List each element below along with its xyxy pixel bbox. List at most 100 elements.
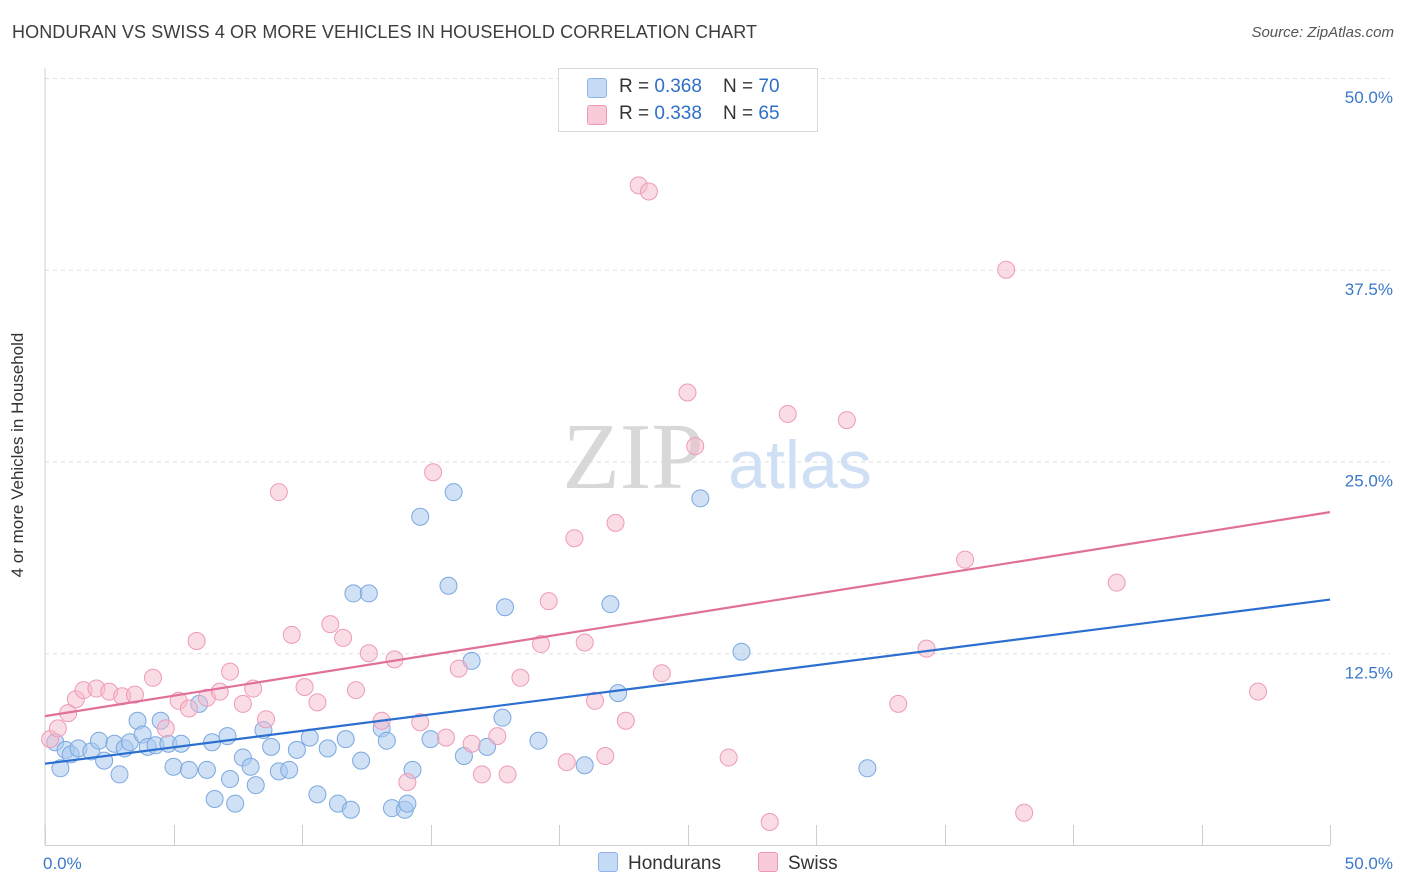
data-point-hondurans — [529, 731, 548, 750]
data-point-swiss — [295, 677, 314, 696]
data-point-swiss — [221, 662, 240, 681]
data-point-hondurans — [493, 708, 512, 727]
data-point-swiss — [616, 711, 635, 730]
data-point-hondurans — [89, 731, 108, 750]
data-point-swiss — [889, 694, 908, 713]
y-tick-label: 25.0% — [1345, 472, 1393, 491]
legend-label: Swiss — [788, 853, 838, 874]
data-point-hondurans — [352, 751, 371, 770]
n-label: N = — [723, 76, 759, 97]
data-point-swiss — [532, 635, 551, 654]
r-value: 0.338 — [654, 103, 702, 124]
data-point-swiss — [837, 411, 856, 430]
data-point-swiss — [462, 734, 481, 753]
hondurans-swatch — [598, 852, 618, 872]
data-point-hondurans — [609, 684, 628, 703]
stats-legend: R = 0.368 N = 70 R = 0.338 N = 65 — [558, 68, 818, 132]
data-point-swiss — [48, 719, 67, 738]
data-point-swiss — [472, 765, 491, 784]
data-point-swiss — [488, 727, 507, 746]
data-point-hondurans — [197, 760, 216, 779]
data-point-swiss — [210, 682, 229, 701]
data-point-swiss — [778, 404, 797, 423]
data-point-swiss — [308, 693, 327, 712]
data-point-swiss — [1015, 803, 1034, 822]
watermark-atlas: atlas — [728, 427, 872, 503]
data-point-swiss — [997, 260, 1016, 279]
x-tick-label: 50.0% — [1345, 854, 1393, 873]
swiss-swatch — [758, 852, 778, 872]
n-value: 65 — [758, 103, 780, 124]
y-tick-label: 50.0% — [1345, 88, 1393, 107]
watermark-zip: ZIP — [563, 405, 704, 509]
data-point-swiss — [917, 639, 936, 658]
data-point-swiss — [334, 628, 353, 647]
data-point-hondurans — [308, 785, 327, 804]
data-point-hondurans — [359, 584, 378, 603]
data-point-swiss — [346, 681, 365, 700]
x-tick-label: 0.0% — [43, 854, 82, 873]
data-point-swiss — [719, 748, 738, 767]
y-axis-label: 4 or more Vehicles in Household — [8, 332, 27, 578]
data-point-swiss — [498, 765, 517, 784]
data-point-hondurans — [601, 595, 620, 614]
data-point-hondurans — [205, 789, 224, 808]
data-point-swiss — [143, 668, 162, 687]
data-point-swiss — [539, 592, 558, 611]
data-point-swiss — [187, 631, 206, 650]
source-label: Source: ZipAtlas.com — [1251, 24, 1394, 41]
data-point-hondurans — [858, 759, 877, 778]
axes — [44, 68, 1331, 846]
chart-title: HONDURAN VS SWISS 4 OR MORE VEHICLES IN … — [12, 22, 758, 42]
data-point-hondurans — [221, 770, 240, 789]
y-tick-label: 12.5% — [1345, 663, 1393, 682]
n-value: 70 — [758, 76, 780, 97]
data-point-hondurans — [246, 776, 265, 795]
legend-label: Hondurans — [628, 853, 721, 874]
hondurans-swatch — [587, 78, 607, 98]
data-point-swiss — [156, 719, 175, 738]
data-point-hondurans — [287, 740, 306, 759]
data-point-swiss — [575, 633, 594, 652]
data-point-swiss — [565, 529, 584, 548]
data-point-swiss — [678, 383, 697, 402]
data-point-swiss — [585, 691, 604, 710]
data-point-swiss — [359, 644, 378, 663]
data-point-swiss — [321, 615, 340, 634]
data-point-hondurans — [226, 794, 245, 813]
r-label: R = — [619, 103, 655, 124]
data-point-swiss — [639, 182, 658, 201]
data-point-hondurans — [421, 730, 440, 749]
zipatlas-watermark: ZIP atlas — [563, 405, 872, 509]
data-point-swiss — [269, 483, 288, 502]
data-point-hondurans — [439, 576, 458, 595]
data-point-swiss — [398, 773, 417, 792]
y-tick-label: 37.5% — [1345, 280, 1393, 299]
trend-line-swiss — [44, 511, 1331, 718]
data-point-swiss — [652, 664, 671, 683]
tick-labels: 12.5% 25.0% 37.5% 50.0% 0.0% 50.0% — [43, 88, 1393, 873]
data-point-hondurans — [398, 794, 417, 813]
data-point-swiss — [1107, 573, 1126, 592]
data-point-hondurans — [241, 757, 260, 776]
data-point-hondurans — [575, 756, 594, 775]
data-point-hondurans — [51, 759, 70, 778]
data-point-swiss — [233, 694, 252, 713]
data-point-swiss — [511, 668, 530, 687]
legend-item-swiss: Swiss — [758, 852, 838, 875]
data-point-swiss — [557, 753, 576, 772]
grid-lines — [45, 78, 1390, 655]
data-point-swiss — [282, 625, 301, 644]
data-point-hondurans — [377, 731, 396, 750]
trend-line-hondurans — [44, 598, 1331, 765]
data-point-hondurans — [172, 734, 191, 753]
data-point-hondurans — [344, 584, 363, 603]
data-point-hondurans — [411, 507, 430, 526]
data-point-swiss — [257, 710, 276, 729]
trend-lines — [44, 511, 1331, 765]
data-point-swiss — [1249, 682, 1268, 701]
data-point-swiss — [125, 685, 144, 704]
data-point-hondurans — [732, 642, 751, 661]
data-point-swiss — [956, 550, 975, 569]
